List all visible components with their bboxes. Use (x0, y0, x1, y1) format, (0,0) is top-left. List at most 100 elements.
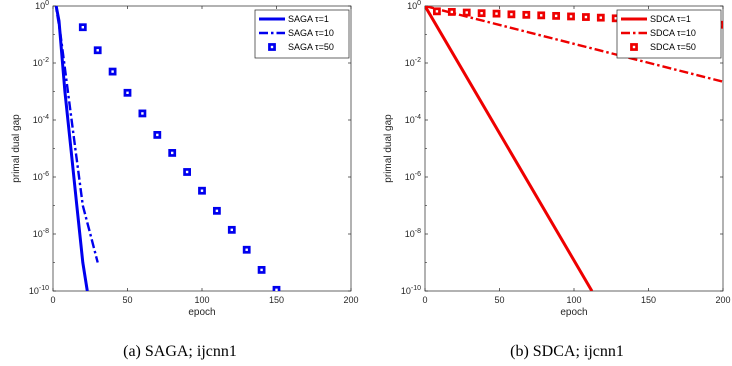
y-tick-exponent: -6 (43, 171, 49, 178)
legend-label: SDCA τ=50 (650, 42, 696, 52)
y-tick-label: 100 (407, 0, 421, 11)
marker-center (599, 16, 603, 19)
marker-center (260, 268, 263, 272)
y-tick-base: 10 (407, 1, 417, 11)
x-axis-label: epoch (188, 307, 215, 318)
data-point (212, 206, 221, 215)
legend-label: SDCA τ=10 (650, 28, 696, 38)
data-point (596, 13, 605, 22)
legend-label: SAGA τ=1 (288, 14, 329, 24)
data-point (168, 149, 177, 157)
legend: SDCA τ=1 SDCA τ=10 SDCA τ=50 (616, 9, 722, 59)
series-line-2 (54, 6, 99, 263)
y-axis-label: primal dual gap (11, 114, 22, 183)
marker-center (554, 14, 558, 18)
marker-center (141, 112, 144, 115)
data-point (78, 23, 87, 32)
y-tick-exponent: -8 (43, 228, 49, 235)
marker-center (569, 15, 573, 18)
y-tick-label: 10-6 (33, 171, 49, 182)
marker-center (632, 45, 636, 49)
x-tick-label: 100 (194, 295, 209, 305)
y-tick-exponent: -4 (415, 114, 421, 121)
marker-center (200, 189, 204, 192)
y-tick-base: 10 (405, 58, 415, 68)
y-tick-label: 10-2 (405, 57, 421, 68)
marker-center (185, 170, 189, 174)
y-tick-base: 10 (405, 229, 415, 239)
y-tick-exponent: -6 (415, 171, 421, 178)
y-tick-exponent: 0 (417, 0, 421, 7)
data-point (183, 168, 192, 176)
y-tick-exponent: -2 (415, 57, 421, 64)
data-point (227, 225, 236, 234)
data-point (462, 8, 471, 17)
x-tick-label: 150 (641, 295, 656, 305)
legend: SAGA τ=1 SAGA τ=10 SAGA τ=50 (254, 9, 350, 59)
data-point (93, 46, 102, 55)
marker-center (230, 228, 233, 232)
marker-center (270, 45, 274, 49)
series-line-2 (425, 6, 723, 83)
data-point (522, 10, 531, 19)
data-point (507, 10, 516, 19)
x-tick-label: 50 (494, 295, 504, 305)
y-tick-base: 10 (405, 115, 415, 125)
y-tick-base: 10 (401, 286, 411, 296)
x-tick-label: 200 (343, 295, 358, 305)
y-axis-label: primal dual gap (383, 114, 394, 183)
legend-label: SAGA τ=10 (288, 28, 334, 38)
legend-label: SDCA τ=1 (650, 14, 691, 24)
x-tick-label: 50 (122, 295, 132, 305)
marker-center (465, 11, 468, 14)
y-tick-base: 10 (35, 1, 45, 11)
data-point (108, 67, 117, 76)
y-tick-label: 100 (35, 0, 49, 11)
data-point (492, 9, 501, 18)
marker-center (525, 13, 528, 17)
y-tick-label: 10-8 (405, 228, 421, 239)
marker-center (171, 151, 174, 155)
marker-center (584, 15, 588, 19)
data-point (257, 265, 266, 274)
series-line-1 (54, 6, 89, 291)
panel-caption: (b) SDCA; ijcnn1 (510, 343, 624, 360)
marker-center (510, 13, 513, 16)
panel-caption: (a) SAGA; ijcnn1 (123, 343, 237, 360)
marker-center (495, 12, 498, 15)
marker-center (126, 91, 129, 95)
data-point (198, 186, 206, 195)
series-line-1 (425, 6, 594, 291)
marker-center (435, 10, 439, 13)
y-tick-label: 10-4 (405, 114, 421, 125)
marker-center (215, 209, 219, 213)
data-point (537, 11, 546, 20)
marker-center (450, 10, 454, 14)
x-tick-label: 0 (422, 295, 427, 305)
data-point (242, 245, 251, 254)
marker-center (614, 17, 617, 20)
data-point (582, 13, 590, 21)
x-tick-label: 0 (50, 295, 55, 305)
data-point (123, 88, 132, 97)
data-area (54, 6, 281, 291)
y-tick-base: 10 (33, 172, 43, 182)
x-axis-label: epoch (560, 307, 587, 318)
y-tick-label: 10-10 (401, 285, 421, 296)
data-point (447, 8, 456, 16)
y-tick-label: 10-10 (29, 285, 49, 296)
panel-saga: 0 50 100 150 20010010-210-410-610-810-10epoc… (11, 0, 359, 360)
y-tick-exponent: -10 (411, 285, 421, 292)
y-tick-base: 10 (29, 286, 39, 296)
marker-center (480, 11, 483, 15)
y-tick-base: 10 (33, 58, 43, 68)
legend-label: SAGA τ=50 (288, 42, 334, 52)
y-tick-label: 10-2 (33, 57, 49, 68)
y-tick-base: 10 (405, 172, 415, 182)
y-tick-exponent: -8 (415, 228, 421, 235)
marker-center (540, 14, 543, 17)
y-tick-exponent: -10 (39, 285, 49, 292)
y-tick-label: 10-8 (33, 228, 49, 239)
marker-center (111, 70, 114, 73)
y-tick-label: 10-6 (405, 171, 421, 182)
